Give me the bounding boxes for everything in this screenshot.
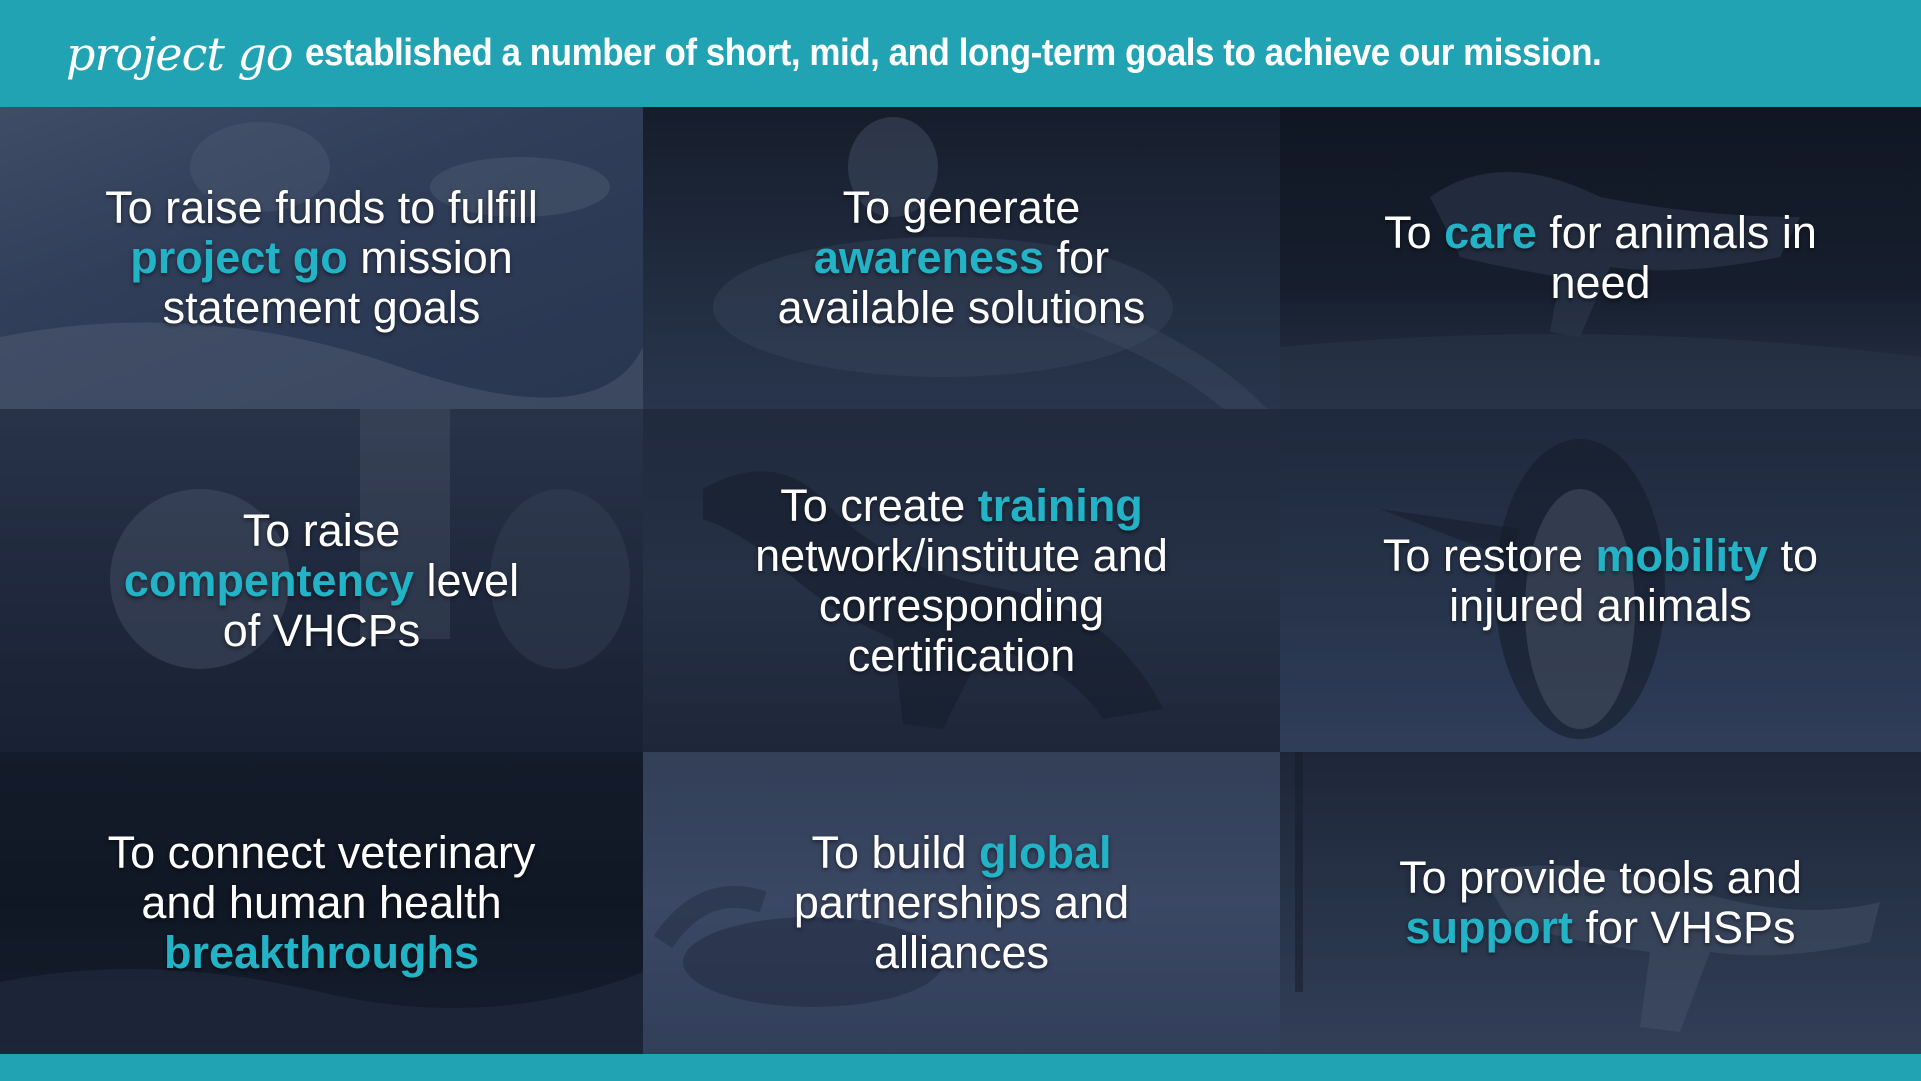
goal-tile-awareness: To generate awareness for available solu… <box>643 107 1280 409</box>
goal-caption: To create training network/institute and… <box>755 479 1168 681</box>
goal-tile-competency: To raise compentency level of VHCPs <box>0 409 643 752</box>
goal-caption: To care for animals in need <box>1384 207 1817 308</box>
brand-logo: project go <box>66 26 294 81</box>
goal-caption: To build global partnerships and allianc… <box>793 827 1130 978</box>
goal-caption: To generate awareness for available solu… <box>777 182 1146 333</box>
sea-turtle-photo <box>643 107 1280 409</box>
header-banner: project go established a number of short… <box>0 0 1921 107</box>
goal-caption: To provide tools and support for VHSPs <box>1399 852 1802 953</box>
goal-caption: To restore mobility to injured animals <box>1382 529 1819 631</box>
goal-tile-partnerships: To build global partnerships and allianc… <box>643 752 1280 1054</box>
goal-tile-fundraising: To raise funds to fulfill project go mis… <box>0 107 643 409</box>
snow-leopard-photo <box>0 107 643 409</box>
goal-tile-breakthroughs: To connect veterinary and human health b… <box>0 752 643 1054</box>
page-headline: established a number of short, mid, and … <box>304 32 1602 74</box>
goals-grid: To raise funds to fulfill project go mis… <box>0 107 1921 1054</box>
goal-tile-training: To create training network/institute and… <box>643 409 1280 752</box>
goal-caption: To connect veterinary and human health b… <box>107 827 536 978</box>
goal-caption: To raise funds to fulfill project go mis… <box>105 182 538 333</box>
goal-tile-support: To provide tools and support for VHSPs <box>1280 752 1921 1054</box>
goal-tile-mobility: To restore mobility to injured animals <box>1280 409 1921 752</box>
husky-dog-photo <box>0 409 643 752</box>
running-wolf-photo <box>1280 752 1921 1054</box>
goal-tile-care: To care for animals in need <box>1280 107 1921 409</box>
footer-bar <box>0 1054 1921 1081</box>
goal-caption: To raise compentency level of VHCPs <box>123 504 520 656</box>
